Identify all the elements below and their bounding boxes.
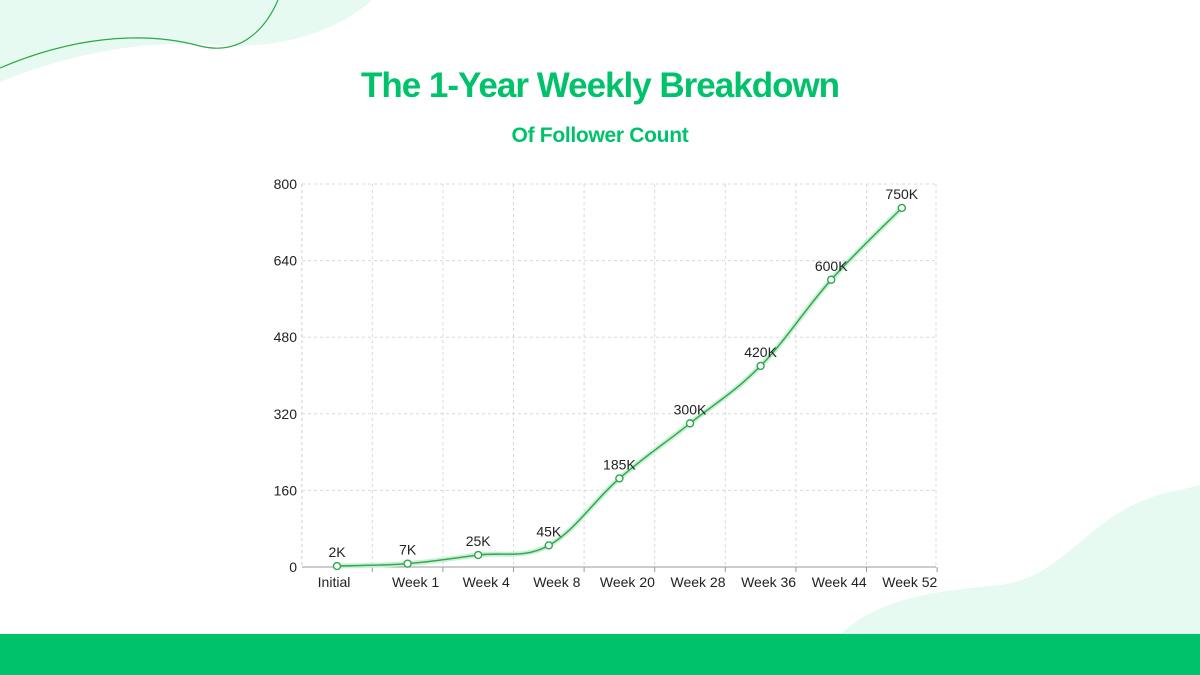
series-line [336,207,903,567]
decorative-wave-bottom-right [840,485,1200,635]
data-label: 185K [603,456,636,472]
y-tick-label: 640 [274,253,298,269]
page-subtitle: Of Follower Count [511,124,689,147]
x-tick-label: Week 52 [882,574,937,590]
data-point [756,361,765,371]
data-point [332,561,342,571]
x-tick-label: Week 28 [671,574,726,590]
footer-bar [0,634,1200,675]
data-point [615,474,624,483]
chart-data-labels: 2K 7K 25K 45K 185K 300K 420K 600K 750K [328,186,918,560]
chart-grid [301,183,937,567]
data-label: 300K [674,401,707,417]
data-label: 420K [744,344,777,360]
x-tick-label: Week 8 [533,574,580,590]
data-label: 750K [885,186,918,202]
data-label: 45K [536,523,562,539]
x-tick-label: Week 44 [812,574,867,590]
data-point [897,203,906,213]
x-tick-label: Week 1 [392,574,439,590]
data-point [827,275,836,284]
x-tick-label: Initial [318,574,351,590]
data-label: 7K [399,542,417,558]
x-tick-label: Week 4 [463,574,510,590]
decorative-wave-top-left [0,0,372,82]
data-point [474,550,483,560]
x-tick-label: Week 36 [741,574,796,590]
data-label: 600K [815,258,848,274]
chart-axes: 0 160 320 480 640 800 Initial Week 1 Week 4 Week … [274,176,938,590]
data-point [685,419,695,428]
y-tick-label: 480 [274,329,298,345]
chart-series [332,203,906,571]
x-tick-label: Week 20 [600,574,655,590]
data-label: 25K [466,533,492,549]
y-tick-label: 320 [274,406,298,422]
y-tick-label: 0 [289,559,297,575]
page-title: The 1-Year Weekly Breakdown [360,66,840,105]
y-tick-label: 800 [274,176,298,192]
data-point [544,541,553,550]
data-label: 2K [328,544,346,560]
y-tick-label: 160 [274,482,298,498]
data-point [403,559,412,568]
